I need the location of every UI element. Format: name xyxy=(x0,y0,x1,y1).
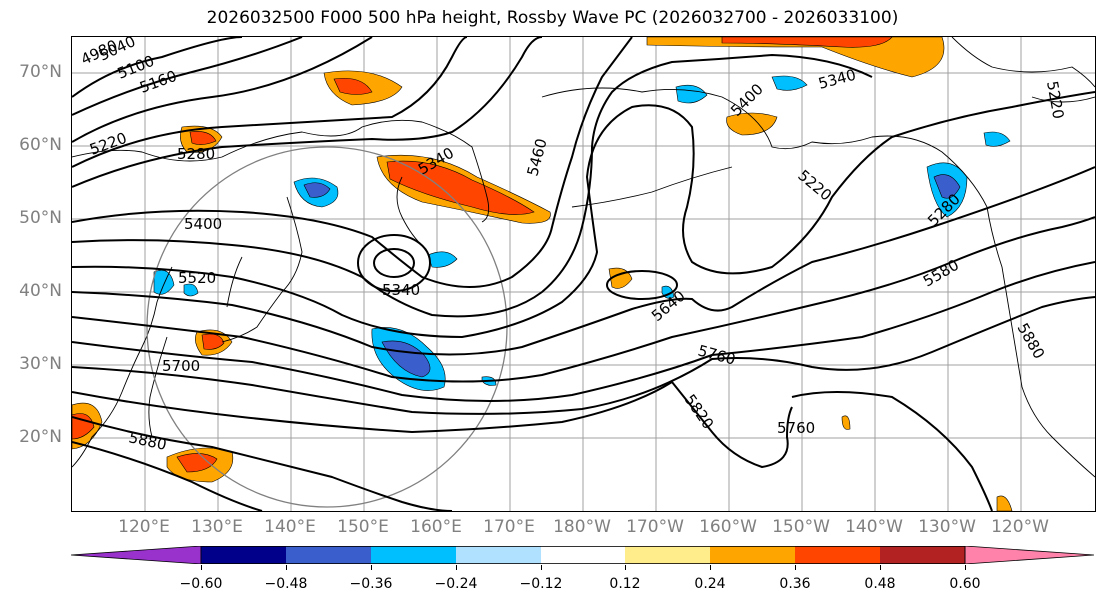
lat-label-40n: 40°N xyxy=(19,281,62,301)
lon-label-120w: 120°W xyxy=(991,517,1049,537)
colorbar-extend-low xyxy=(71,546,202,564)
colorbar-tick xyxy=(286,565,287,570)
colorbar-tick xyxy=(710,565,711,570)
contour-label-5400-west: 5400 xyxy=(184,215,222,233)
contour-label-5580: 5580 xyxy=(920,256,962,291)
colorbar-segment xyxy=(286,546,371,564)
colorbar-tick xyxy=(456,565,457,570)
colorbar-label-neg024: −0.24 xyxy=(434,576,478,592)
colorbar-label-neg012: −0.12 xyxy=(519,576,563,592)
map-plot: 4980 5040 5100 5160 5220 5280 5340 5400 … xyxy=(72,37,1095,511)
contour-label-5880-east: 5880 xyxy=(1014,320,1049,362)
lon-label-170e: 170°E xyxy=(483,517,535,537)
lat-label-60n: 60°N xyxy=(19,135,62,155)
colorbar-tick xyxy=(201,565,202,570)
contour-label-5760-south: 5760 xyxy=(777,419,815,437)
contour-label-5460: 5460 xyxy=(523,136,550,178)
colorbar-label-060: 0.60 xyxy=(949,576,981,592)
colorbar-label-036: 0.36 xyxy=(779,576,811,592)
colorbar-segment xyxy=(201,546,286,564)
colorbar-label-024: 0.24 xyxy=(694,576,726,592)
coastlines xyxy=(72,37,1095,478)
graticule xyxy=(72,37,1095,511)
colorbar-segment xyxy=(541,546,625,564)
lon-label-120e: 120°E xyxy=(118,517,170,537)
colorbar-segment xyxy=(710,546,795,564)
colorbar-label-neg036: −0.36 xyxy=(349,576,393,592)
colorbar xyxy=(71,546,1094,564)
height-contours xyxy=(72,37,1095,511)
colorbar-tick xyxy=(371,565,372,570)
colorbar-tick xyxy=(795,565,796,570)
lat-label-70n: 70°N xyxy=(19,62,62,82)
lon-label-140e: 140°E xyxy=(264,517,316,537)
lat-label-20n: 20°N xyxy=(19,427,62,447)
contour-label-5280: 5280 xyxy=(177,145,215,163)
contour-label-5520: 5520 xyxy=(178,269,216,287)
lon-label-150e: 150°E xyxy=(337,517,389,537)
colorbar-tick xyxy=(880,565,881,570)
lon-label-160e: 160°E xyxy=(410,517,462,537)
colorbar-segment xyxy=(880,546,965,564)
contour-label-5220-ne: 5220 xyxy=(1043,80,1067,121)
map-title: 2026032500 F000 500 hPa height, Rossby W… xyxy=(206,8,899,28)
colorbar-tick xyxy=(965,565,966,570)
map-panel: 4980 5040 5100 5160 5220 5280 5340 5400 … xyxy=(71,36,1096,512)
lon-label-180w: 180°W xyxy=(553,517,611,537)
contour-label-5220: 5220 xyxy=(87,129,129,159)
lon-label-150w: 150°W xyxy=(772,517,830,537)
contour-label-5220-east: 5220 xyxy=(794,166,835,204)
lon-label-130w: 130°W xyxy=(918,517,976,537)
colorbar-label-048: 0.48 xyxy=(864,576,896,592)
lat-label-30n: 30°N xyxy=(19,354,62,374)
contour-label-5340-east: 5340 xyxy=(816,66,858,93)
colorbar-extend-high xyxy=(964,546,1094,564)
contour-label-5340-low: 5340 xyxy=(382,281,420,299)
lon-label-160w: 160°W xyxy=(699,517,757,537)
lon-label-170w: 170°W xyxy=(626,517,684,537)
lon-label-140w: 140°W xyxy=(845,517,903,537)
lon-label-130e: 130°E xyxy=(191,517,243,537)
colorbar-segment xyxy=(456,546,541,564)
colorbar-tick xyxy=(625,565,626,570)
colorbar-segment xyxy=(625,546,710,564)
colorbar-label-012: 0.12 xyxy=(609,576,641,592)
colorbar-segment xyxy=(371,546,456,564)
colorbar-tick xyxy=(541,565,542,570)
contour-label-5700: 5700 xyxy=(162,357,200,375)
colorbar-label-neg060: −0.60 xyxy=(179,576,223,592)
lat-label-50n: 50°N xyxy=(19,208,62,228)
contour-label-5880: 5880 xyxy=(127,428,168,454)
colorbar-segment xyxy=(795,546,880,564)
colorbar-label-neg048: −0.48 xyxy=(264,576,308,592)
contour-label-5820: 5820 xyxy=(681,391,718,433)
